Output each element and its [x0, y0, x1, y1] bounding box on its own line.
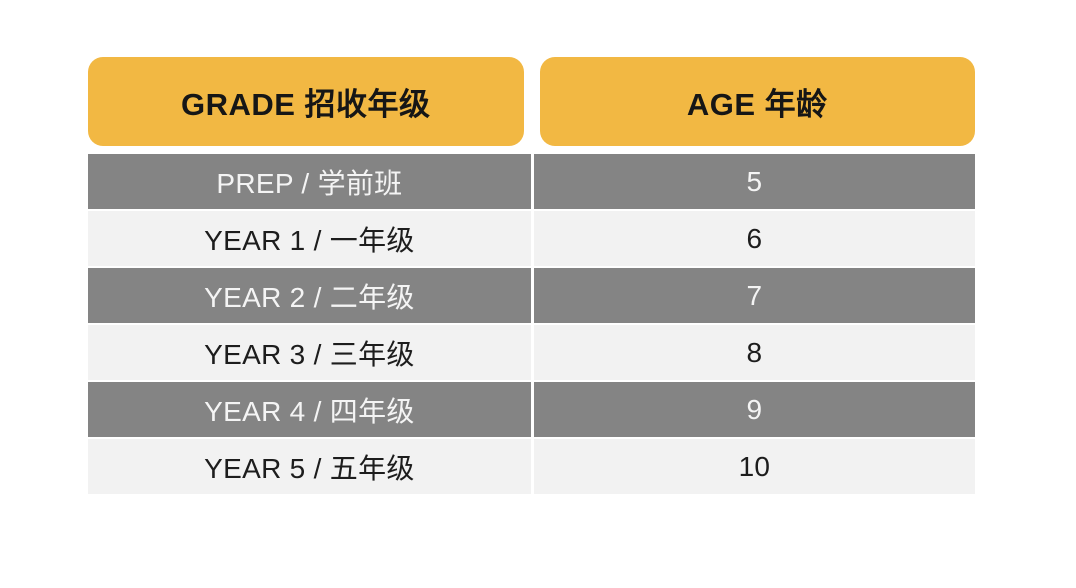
- table-row: YEAR 1 / 一年级 6: [88, 211, 975, 266]
- age-cell: 10: [533, 439, 975, 494]
- age-cell: 7: [533, 268, 975, 323]
- table-row: YEAR 4 / 四年级 9: [88, 382, 975, 437]
- grade-cell: YEAR 4 / 四年级: [88, 382, 531, 437]
- table-row: YEAR 3 / 三年级 8: [88, 325, 975, 380]
- column-header-grade: GRADE 招收年级: [88, 57, 524, 146]
- grade-age-table: GRADE 招收年级 AGE 年龄 PREP / 学前班 5 YEAR 1 / …: [88, 57, 975, 494]
- grade-cell: YEAR 5 / 五年级: [88, 439, 531, 494]
- grade-cell: YEAR 2 / 二年级: [88, 268, 531, 323]
- table-row: YEAR 2 / 二年级 7: [88, 268, 975, 323]
- column-header-age: AGE 年龄: [539, 57, 975, 146]
- age-cell: 8: [533, 325, 975, 380]
- table-row: YEAR 5 / 五年级 10: [88, 439, 975, 494]
- age-cell: 5: [533, 154, 975, 209]
- age-cell: 6: [533, 211, 975, 266]
- age-cell: 9: [533, 382, 975, 437]
- table-body: PREP / 学前班 5 YEAR 1 / 一年级 6 YEAR 2 / 二年级…: [88, 154, 975, 494]
- grade-cell: YEAR 1 / 一年级: [88, 211, 531, 266]
- grade-cell: PREP / 学前班: [88, 154, 531, 209]
- grade-cell: YEAR 3 / 三年级: [88, 325, 531, 380]
- table-header-row: GRADE 招收年级 AGE 年龄: [88, 57, 975, 146]
- table-row: PREP / 学前班 5: [88, 154, 975, 209]
